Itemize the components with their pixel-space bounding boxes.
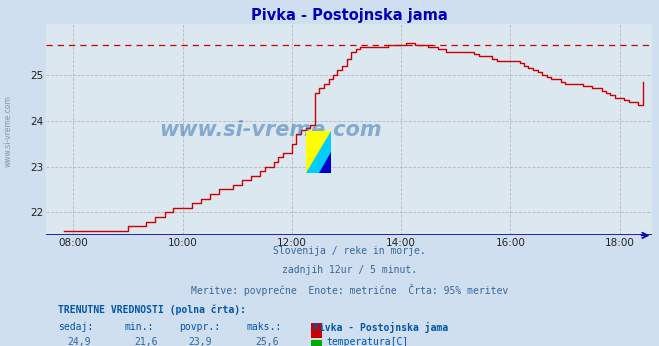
Text: temperatura[C]: temperatura[C] <box>326 337 409 346</box>
Polygon shape <box>319 152 331 173</box>
Text: povpr.:: povpr.: <box>179 322 221 332</box>
Bar <box>311 340 322 346</box>
Text: Meritve: povprečne  Enote: metrične  Črta: 95% meritev: Meritve: povprečne Enote: metrične Črta:… <box>190 284 508 297</box>
Text: 23,9: 23,9 <box>188 337 212 346</box>
Polygon shape <box>306 131 331 173</box>
Text: zadnjih 12ur / 5 minut.: zadnjih 12ur / 5 minut. <box>281 265 417 275</box>
Text: TRENUTNE VREDNOSTI (polna črta):: TRENUTNE VREDNOSTI (polna črta): <box>58 304 246 315</box>
Text: 21,6: 21,6 <box>134 337 158 346</box>
Text: Slovenija / reke in morje.: Slovenija / reke in morje. <box>273 246 426 256</box>
Text: 24,9: 24,9 <box>67 337 91 346</box>
Text: www.si-vreme.com: www.si-vreme.com <box>3 95 13 167</box>
Text: min.:: min.: <box>125 322 154 332</box>
Text: Pivka - Postojnska jama: Pivka - Postojnska jama <box>313 322 448 333</box>
Bar <box>311 323 322 338</box>
Text: maks.:: maks.: <box>246 322 281 332</box>
Text: www.si-vreme.com: www.si-vreme.com <box>159 120 382 140</box>
Text: sedaj:: sedaj: <box>58 322 94 332</box>
Title: Pivka - Postojnska jama: Pivka - Postojnska jama <box>251 8 447 23</box>
Text: 25,6: 25,6 <box>255 337 279 346</box>
Polygon shape <box>306 131 331 173</box>
